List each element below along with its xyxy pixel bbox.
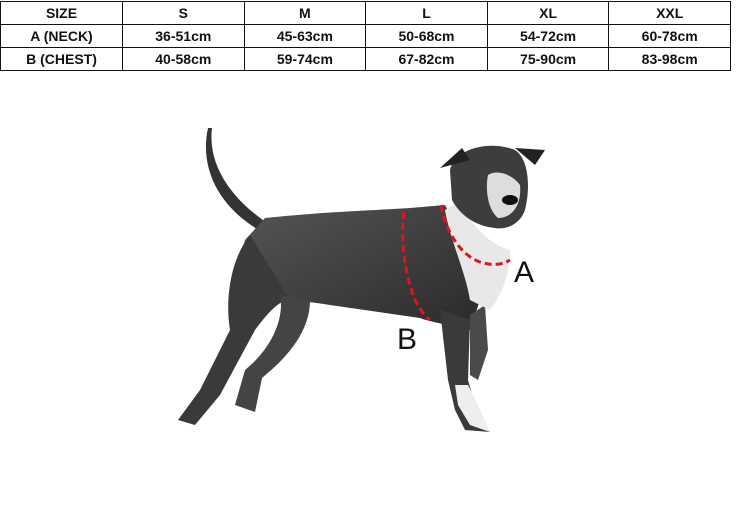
dog-front-leg — [470, 305, 488, 380]
neck-measure-line — [439, 204, 511, 266]
dog-nose — [502, 195, 518, 205]
dog-front-leg — [455, 385, 490, 432]
table-cell: 60-78cm — [608, 24, 731, 48]
dog-back-leg — [178, 235, 290, 425]
header-cell: SIZE — [0, 1, 123, 25]
row-label: A (NECK) — [0, 24, 123, 48]
table-cell: 40-58cm — [122, 47, 245, 71]
table-row: B (CHEST) 40-58cm 59-74cm 67-82cm 75-90c… — [0, 47, 731, 71]
chest-label: B — [397, 323, 418, 356]
table-header-row: SIZE S M L XL XXL — [0, 1, 731, 25]
table-cell: 36-51cm — [122, 24, 245, 48]
header-cell: M — [243, 1, 367, 25]
header-cell: S — [122, 1, 245, 25]
row-label: B (CHEST) — [0, 47, 123, 71]
dog-body — [243, 205, 480, 330]
table-cell: 83-98cm — [608, 47, 731, 71]
dog-tail — [205, 128, 270, 232]
size-chart-table: SIZE S M L XL XXL A (NECK) 36-51cm 45-63… — [0, 1, 731, 71]
chest-measure-line — [401, 211, 431, 322]
table-cell: 50-68cm — [365, 24, 488, 48]
table-row: A (NECK) 36-51cm 45-63cm 50-68cm 54-72cm… — [0, 24, 731, 48]
dog-ear — [440, 148, 470, 168]
table-cell: 75-90cm — [486, 47, 610, 71]
dog-illustration — [178, 128, 545, 432]
header-cell: XL — [486, 1, 610, 25]
table-cell: 67-82cm — [365, 47, 488, 71]
dog-front-leg — [440, 310, 490, 432]
dog-back-leg — [235, 295, 310, 412]
table-cell: 59-74cm — [243, 47, 367, 71]
dog-ear — [515, 148, 545, 165]
neck-label: A — [514, 256, 535, 289]
table-cell: 45-63cm — [243, 24, 367, 48]
dog-muzzle — [486, 172, 521, 218]
header-cell: L — [365, 1, 488, 25]
header-cell: XXL — [608, 1, 731, 25]
table-cell: 54-72cm — [486, 24, 610, 48]
dog-chest — [445, 200, 510, 310]
